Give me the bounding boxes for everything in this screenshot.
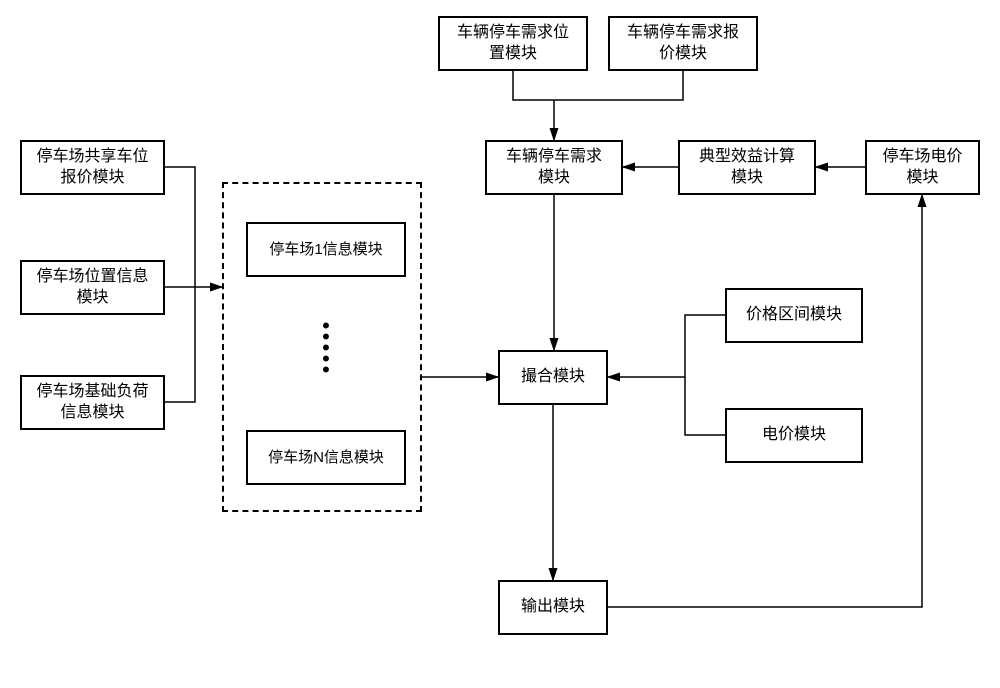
label: 车辆停车需求位置模块	[457, 23, 569, 65]
label: 停车场基础负荷信息模块	[36, 382, 148, 424]
node-left2: 停车场位置信息模块	[20, 260, 165, 315]
node-e-price: 电价模块	[725, 408, 863, 463]
label: 价格区间模块	[746, 305, 842, 326]
node-match: 撮合模块	[498, 350, 608, 405]
node-demand-location: 车辆停车需求位置模块	[438, 16, 588, 71]
label: 车辆停车需求模块	[506, 147, 602, 189]
node-p1info: 停车场1信息模块	[246, 222, 406, 277]
label: 停车场位置信息模块	[36, 267, 148, 309]
node-benefit: 典型效益计算模块	[678, 140, 816, 195]
label: 车辆停车需求报价模块	[627, 23, 739, 65]
node-elec-price: 停车场电价模块	[865, 140, 980, 195]
node-left3: 停车场基础负荷信息模块	[20, 375, 165, 430]
node-output: 输出模块	[498, 580, 608, 635]
node-price-range: 价格区间模块	[725, 288, 863, 343]
node-demand-quote: 车辆停车需求报价模块	[608, 16, 758, 71]
node-pNinfo: 停车场N信息模块	[246, 430, 406, 485]
label: 停车场N信息模块	[268, 448, 384, 468]
label: 电价模块	[762, 425, 826, 446]
node-left1: 停车场共享车位报价模块	[20, 140, 165, 195]
label: 输出模块	[521, 597, 585, 618]
label: 停车场1信息模块	[269, 240, 382, 260]
node-demand: 车辆停车需求模块	[485, 140, 623, 195]
label: 停车场电价模块	[882, 147, 962, 189]
label: 典型效益计算模块	[699, 147, 795, 189]
label: 停车场共享车位报价模块	[36, 147, 148, 189]
label: 撮合模块	[521, 367, 585, 388]
vertical-dots: •••••	[316, 320, 336, 375]
